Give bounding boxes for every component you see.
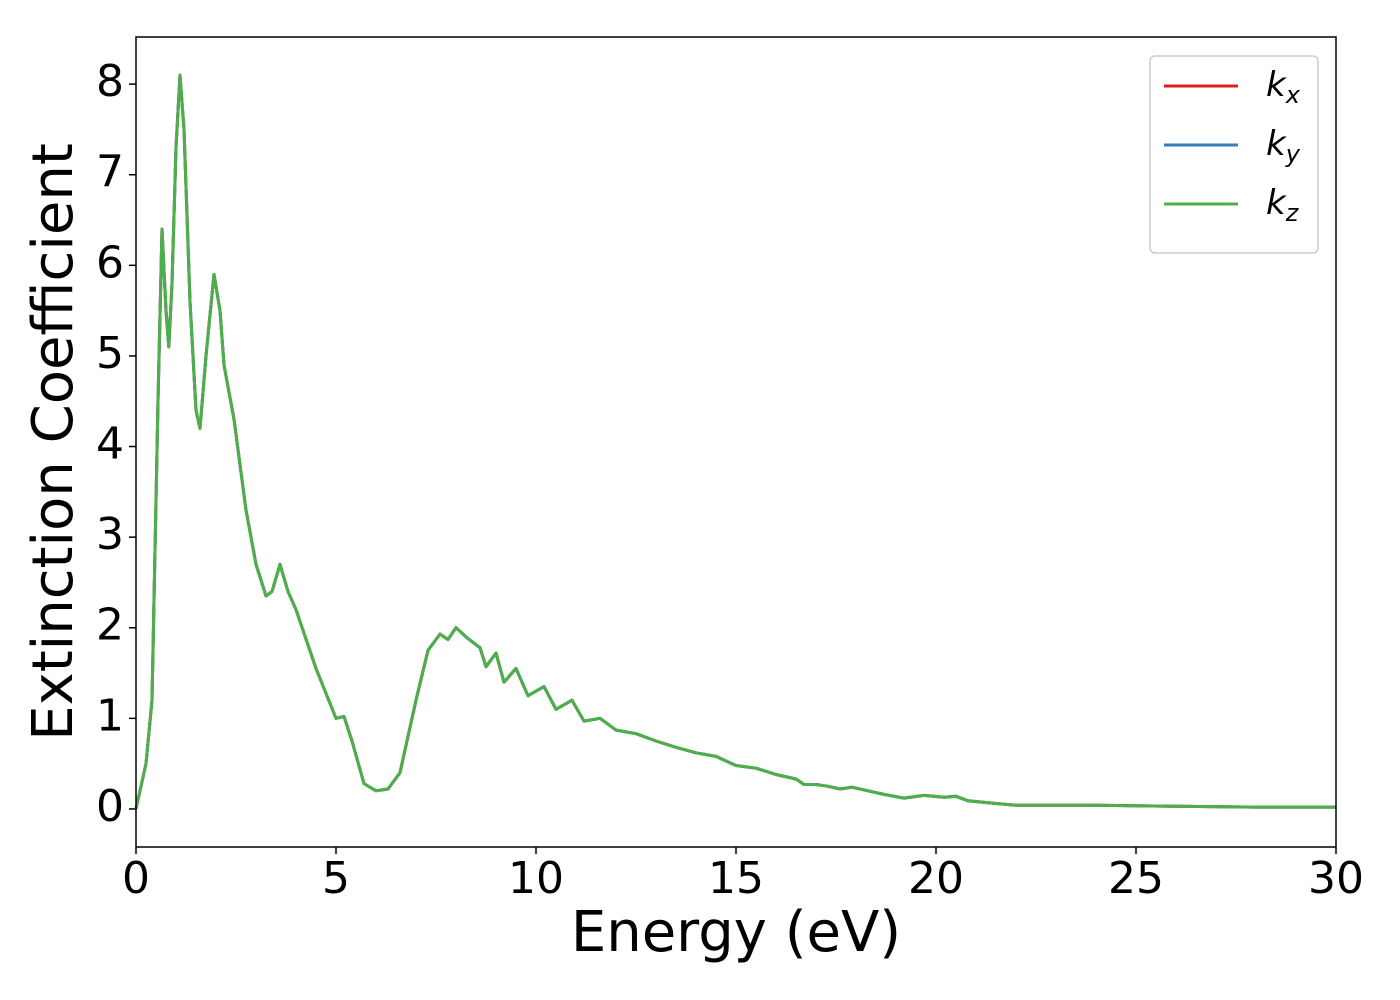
- y-axis-label: Extinction Coefficient: [21, 143, 86, 741]
- y-tick-label: 7: [96, 147, 124, 198]
- x-tick-label: 15: [708, 853, 764, 904]
- data-line: [134, 73, 1336, 810]
- y-tick-label: 4: [96, 419, 124, 470]
- y-tick-label: 0: [96, 781, 124, 832]
- x-tick-label: 10: [508, 853, 564, 904]
- x-tick-label: 20: [908, 853, 964, 904]
- y-tick-label: 6: [96, 237, 124, 288]
- x-tick-label: 5: [322, 853, 350, 904]
- x-tick-label: 30: [1308, 853, 1364, 904]
- x-tick-label: 0: [122, 853, 150, 904]
- legend-label: kz: [1266, 183, 1300, 228]
- x-axis-label: Energy (eV): [571, 900, 901, 965]
- legend-label: ky: [1266, 124, 1301, 169]
- y-tick-label: 5: [96, 328, 124, 379]
- y-tick-label: 3: [96, 509, 124, 560]
- x-tick-label: 25: [1108, 853, 1164, 904]
- legend-label: kx: [1266, 65, 1301, 110]
- plot-frame: [135, 36, 1337, 848]
- y-tick-label: 2: [96, 600, 124, 651]
- y-tick-label: 1: [96, 690, 124, 741]
- y-tick-label: 8: [96, 56, 124, 107]
